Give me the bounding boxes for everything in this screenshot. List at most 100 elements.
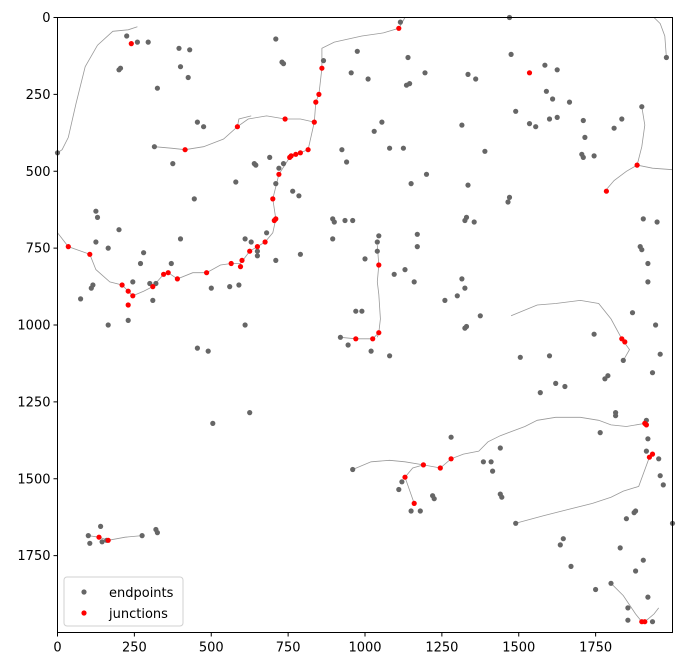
endpoint-point-12 (170, 161, 176, 167)
endpoint-point-48 (639, 104, 645, 110)
endpoint-point-63 (482, 148, 488, 154)
junction-point-20 (247, 248, 253, 254)
junction-point-49 (437, 465, 443, 471)
endpoint-point-56 (459, 122, 465, 128)
endpoint-point-72 (280, 161, 287, 167)
endpoint-point-37 (533, 124, 539, 130)
junction-point-13 (305, 147, 311, 153)
junction-point-48 (448, 456, 454, 462)
junction-point-33 (87, 251, 93, 257)
endpoint-point-103 (130, 279, 136, 285)
endpoint-point-68 (645, 260, 651, 267)
junction-point-8 (396, 25, 402, 31)
endpoint-point-79 (290, 188, 296, 194)
endpoint-point-1 (124, 33, 130, 39)
junction-point-18 (262, 239, 268, 245)
x-tick-label-5: 1250 (425, 641, 458, 656)
junction-point-32 (125, 302, 131, 308)
x-axis: 0 250 500 750 1000 1250 1500 1750 (53, 632, 612, 656)
endpoint-point-177 (490, 468, 496, 474)
endpoint-point-185 (399, 479, 405, 485)
junction-point-30 (125, 288, 131, 294)
endpoint-point-42 (582, 134, 588, 140)
junction-point-50 (420, 462, 426, 468)
endpoint-point-28 (473, 76, 479, 82)
endpoint-point-80 (296, 193, 302, 199)
junction-point-52 (402, 474, 408, 480)
endpoint-point-140 (477, 313, 483, 319)
junction-point-26 (165, 270, 171, 276)
junction-point-41 (634, 162, 640, 168)
endpoint-point-67 (639, 247, 645, 253)
y-tick-label-5: 1250 (17, 395, 50, 410)
endpoint-point-188 (640, 557, 646, 563)
junction-point-1 (182, 147, 188, 153)
junction-point-45 (643, 422, 650, 428)
junction-point-3 (282, 116, 288, 122)
endpoint-point-152 (629, 310, 636, 316)
junction-point-51 (411, 500, 417, 506)
endpoint-point-131 (414, 231, 420, 237)
endpoint-point-155 (649, 370, 656, 376)
endpoint-point-3 (116, 67, 122, 73)
endpoint-point-190 (645, 594, 651, 600)
endpoint-point-112 (93, 239, 99, 245)
endpoint-point-55 (408, 181, 414, 187)
endpoint-point-92 (273, 257, 279, 263)
endpoint-point-6 (154, 85, 160, 91)
y-axis: 0 250 500 750 1000 1250 1500 1750 (17, 11, 58, 564)
junction-point-47 (649, 451, 656, 457)
y-tick-label-2: 500 (26, 165, 51, 180)
endpoint-point-53 (400, 145, 406, 151)
endpoint-point-99 (168, 260, 174, 267)
endpoint-point-91 (248, 239, 254, 245)
endpoint-point-88 (254, 248, 260, 254)
endpoint-point-122 (359, 308, 365, 314)
endpoint-point-4 (134, 39, 140, 45)
junction-point-38 (376, 262, 382, 268)
endpoint-point-23 (405, 54, 411, 61)
endpoint-point-183 (417, 508, 423, 514)
endpoint-point-129 (391, 271, 397, 277)
junction-point-5 (316, 91, 322, 97)
endpoint-point-94 (227, 284, 233, 290)
endpoint-point-97 (177, 236, 184, 242)
junction-point-15 (270, 196, 276, 202)
junction-point-34 (65, 244, 71, 250)
junction-point-35 (353, 336, 359, 342)
endpoint-point-121 (353, 308, 359, 314)
endpoint-point-51 (371, 128, 377, 134)
endpoint-point-98 (208, 285, 214, 291)
endpoint-point-13 (194, 119, 200, 125)
x-tick-label-0: 0 (53, 641, 61, 656)
endpoint-point-147 (597, 430, 603, 436)
endpoint-point-76 (276, 165, 282, 171)
skeleton-line-8 (510, 299, 630, 361)
endpoint-point-151 (613, 413, 619, 419)
endpoint-point-186 (396, 486, 402, 493)
endpoint-point-168 (608, 580, 614, 586)
endpoint-point-90 (264, 230, 270, 236)
endpoint-point-180 (448, 434, 454, 440)
endpoint-point-62 (505, 199, 511, 205)
endpoint-point-159 (643, 448, 650, 454)
endpoint-point-139 (463, 323, 470, 330)
endpoint-point-89 (254, 253, 260, 259)
endpoint-point-154 (657, 351, 663, 357)
endpoint-point-11 (185, 74, 191, 81)
legend-label-endpoints: endpoints (109, 586, 174, 601)
endpoint-point-116 (205, 348, 211, 354)
plot-background (57, 17, 673, 633)
endpoint-point-8 (176, 45, 182, 51)
endpoint-point-158 (645, 436, 651, 442)
skeleton-line-14 (653, 17, 667, 58)
endpoint-point-173 (513, 520, 519, 526)
endpoint-point-86 (297, 251, 303, 257)
endpoint-point-65 (654, 219, 660, 225)
endpoint-point-170 (568, 563, 574, 570)
y-tick-label-4: 1000 (17, 319, 50, 334)
endpoint-point-142 (546, 353, 553, 359)
endpoint-point-44 (580, 154, 586, 160)
junction-point-54 (642, 619, 648, 625)
x-tick-label-2: 500 (199, 641, 224, 656)
